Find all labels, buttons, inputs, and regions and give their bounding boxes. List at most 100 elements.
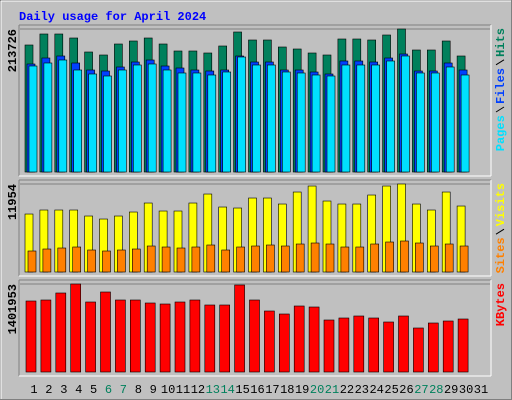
bar bbox=[58, 59, 68, 173]
legend-entry: Sites bbox=[494, 237, 508, 273]
x-tick-label: 30 bbox=[459, 383, 473, 397]
bar bbox=[25, 300, 37, 373]
x-tick-label: 29 bbox=[444, 383, 458, 397]
bar bbox=[177, 72, 187, 173]
bar bbox=[371, 64, 381, 173]
bar bbox=[459, 245, 469, 273]
x-tick-label: 20 bbox=[310, 383, 324, 397]
bar bbox=[444, 243, 454, 273]
bar bbox=[73, 69, 82, 173]
bar bbox=[308, 306, 320, 373]
bar bbox=[293, 305, 305, 373]
bar bbox=[398, 315, 409, 373]
legend-entry: Files bbox=[494, 68, 508, 104]
x-tick-label: 13 bbox=[206, 383, 220, 397]
bar bbox=[353, 315, 365, 373]
x-tick-label: 4 bbox=[75, 383, 82, 397]
bar bbox=[144, 302, 156, 373]
bar bbox=[55, 292, 67, 373]
bar bbox=[311, 74, 321, 173]
bar bbox=[88, 73, 97, 173]
x-tick-label: 15 bbox=[235, 383, 249, 397]
x-tick-label: 9 bbox=[150, 383, 157, 397]
bar bbox=[341, 64, 351, 173]
bar bbox=[457, 318, 469, 373]
bar bbox=[460, 74, 470, 173]
legend-entry: Hits bbox=[494, 28, 508, 57]
y-tick-label: 213726 bbox=[6, 29, 20, 72]
x-tick-label: 6 bbox=[105, 383, 112, 397]
bar bbox=[42, 248, 52, 273]
bar bbox=[57, 247, 67, 273]
bar bbox=[249, 299, 260, 373]
bar bbox=[43, 62, 53, 173]
bar bbox=[130, 299, 141, 373]
x-tick-label: 23 bbox=[355, 383, 369, 397]
bar bbox=[192, 72, 202, 173]
bar bbox=[251, 245, 260, 273]
y-tick-label: 1401953 bbox=[6, 284, 20, 334]
bar bbox=[176, 247, 186, 273]
bar bbox=[117, 249, 126, 273]
bar bbox=[207, 74, 217, 173]
bar bbox=[70, 283, 81, 373]
bar bbox=[189, 299, 201, 373]
bar bbox=[338, 317, 350, 373]
x-tick-label: 25 bbox=[384, 383, 398, 397]
bar bbox=[442, 320, 454, 373]
bar bbox=[236, 246, 245, 273]
x-tick-label: 22 bbox=[340, 383, 354, 397]
x-tick-label: 21 bbox=[325, 383, 339, 397]
bar bbox=[102, 250, 111, 273]
bar bbox=[159, 303, 171, 373]
x-tick-label: 2 bbox=[45, 383, 52, 397]
bar bbox=[118, 69, 127, 173]
bar bbox=[415, 242, 424, 273]
bar bbox=[401, 55, 410, 173]
legend-separator bbox=[495, 59, 505, 66]
bar bbox=[296, 72, 306, 173]
bar bbox=[430, 72, 440, 173]
bar bbox=[323, 319, 335, 373]
bar bbox=[280, 245, 290, 273]
x-tick-label: 1 bbox=[30, 383, 37, 397]
bar bbox=[72, 246, 81, 273]
bar bbox=[368, 317, 380, 373]
x-tick-label: 28 bbox=[429, 383, 443, 397]
x-tick-label: 11 bbox=[176, 383, 190, 397]
bar bbox=[237, 56, 246, 173]
x-tick-label: 26 bbox=[399, 383, 413, 397]
x-tick-label: 14 bbox=[220, 383, 234, 397]
bar bbox=[161, 246, 171, 273]
bar bbox=[267, 64, 276, 173]
bar bbox=[115, 299, 126, 373]
bar bbox=[370, 243, 380, 273]
x-tick-label: 31 bbox=[474, 383, 488, 397]
legend-entry: Pages bbox=[494, 115, 508, 151]
x-tick-label: 12 bbox=[191, 383, 205, 397]
bar bbox=[295, 243, 305, 273]
bar bbox=[310, 242, 320, 273]
x-tick-label: 8 bbox=[135, 383, 142, 397]
legend-entry: KBytes bbox=[494, 283, 508, 326]
bar bbox=[147, 63, 157, 173]
bar bbox=[326, 75, 336, 173]
x-tick-label: 27 bbox=[414, 383, 428, 397]
bar bbox=[355, 246, 365, 273]
bar bbox=[281, 71, 291, 173]
bar bbox=[385, 241, 394, 273]
bar bbox=[40, 299, 52, 373]
bar bbox=[100, 291, 111, 373]
bar bbox=[162, 69, 172, 173]
bar bbox=[386, 60, 395, 173]
bar bbox=[325, 243, 335, 273]
bar bbox=[174, 301, 186, 373]
bar bbox=[146, 245, 156, 273]
bar bbox=[383, 321, 394, 373]
x-tick-label: 5 bbox=[90, 383, 97, 397]
bar bbox=[416, 72, 425, 173]
x-tick-label: 7 bbox=[120, 383, 127, 397]
chart-title: Daily usage for April 2024 bbox=[19, 10, 206, 24]
